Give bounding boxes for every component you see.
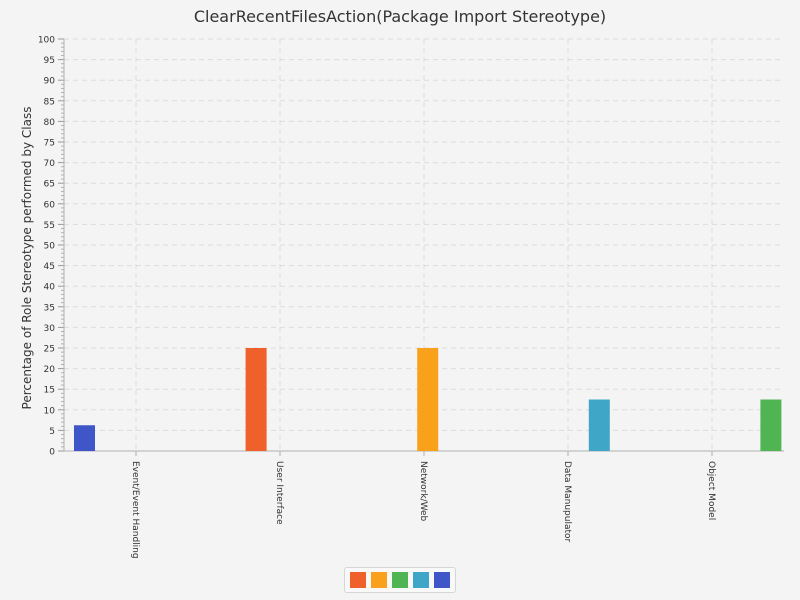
- y-tick-label: 10: [44, 406, 56, 416]
- y-tick-label: 65: [44, 180, 55, 190]
- chart-title: ClearRecentFilesAction(Package Import St…: [193, 7, 607, 26]
- bar: [588, 399, 610, 451]
- y-tick-label: 60: [44, 200, 56, 210]
- bar: [245, 348, 267, 451]
- y-tick-label: 45: [44, 262, 55, 272]
- y-tick-label: 85: [44, 97, 55, 107]
- legend-swatch: [413, 572, 429, 588]
- x-tick-label: User Interface: [274, 461, 284, 525]
- y-tick-label: 20: [44, 365, 56, 375]
- legend: [344, 567, 456, 593]
- bar: [760, 399, 782, 451]
- legend-swatch: [371, 572, 387, 588]
- y-tick-label: 15: [44, 386, 55, 396]
- y-tick-label: 95: [44, 56, 55, 66]
- legend-swatch: [350, 572, 366, 588]
- y-tick-label: 5: [49, 427, 55, 437]
- x-tick-label: Network/Web: [418, 461, 428, 522]
- y-tick-label: 40: [44, 283, 56, 293]
- bar: [417, 348, 439, 451]
- legend-swatch: [434, 572, 450, 588]
- y-tick-label: 75: [44, 139, 55, 149]
- y-tick-label: 30: [44, 324, 56, 334]
- y-tick-label: 50: [44, 242, 56, 252]
- y-tick-label: 25: [44, 345, 55, 355]
- x-tick-label: Object Model: [706, 461, 716, 520]
- y-tick-label: 80: [44, 118, 56, 128]
- y-tick-label: 100: [38, 36, 55, 46]
- y-tick-label: 90: [44, 77, 56, 87]
- bar: [74, 425, 95, 451]
- legend-swatch: [392, 572, 408, 588]
- x-tick-label: Data Manupulator: [562, 461, 572, 543]
- y-tick-label: 0: [49, 448, 55, 458]
- x-tick-label: Event/Event Handling: [130, 461, 140, 559]
- y-tick-label: 55: [44, 221, 55, 231]
- y-tick-label: 70: [44, 159, 56, 169]
- y-tick-label: 35: [44, 303, 55, 313]
